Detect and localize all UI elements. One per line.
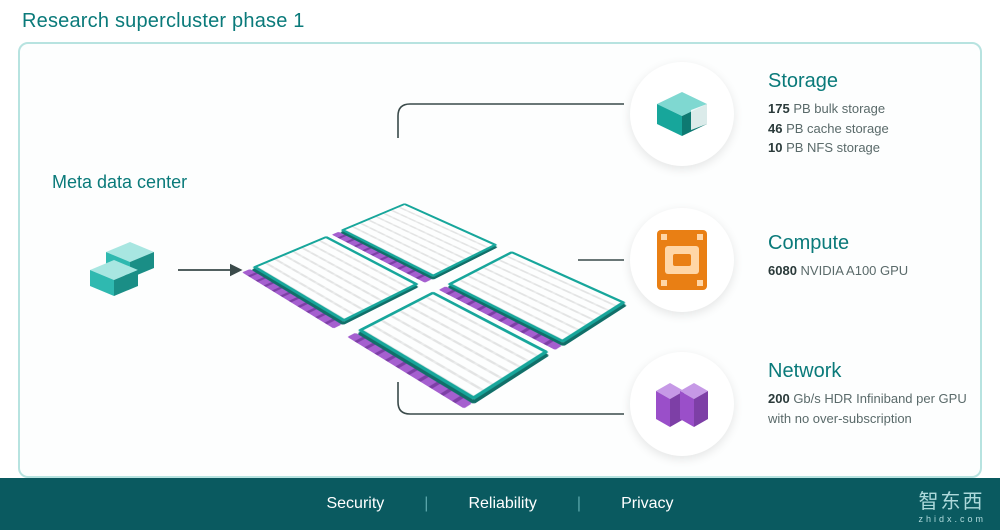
network-heading: Network — [768, 360, 978, 383]
page-title: Research supercluster phase 1 — [22, 10, 305, 33]
footer-bar: Security | Reliability | Privacy 智东西 zhi… — [0, 478, 1000, 530]
footer-sep: | — [577, 495, 581, 513]
server-cluster-icon — [260, 175, 620, 435]
compute-line-0: 6080 NVIDIA A100 GPU — [768, 261, 978, 281]
network-line-0: 200 Gb/s HDR Infiniband per GPU with no … — [768, 389, 978, 428]
datacenter-icon — [78, 236, 168, 296]
watermark: 智东西 zhidx.com — [918, 485, 986, 524]
compute-heading: Compute — [768, 232, 978, 255]
subtitle-datacenter: Meta data center — [52, 172, 187, 193]
footer-sep: | — [424, 495, 428, 513]
compute-icon — [630, 208, 734, 312]
storage-line-1: 46 PB cache storage — [768, 119, 968, 139]
network-icon — [630, 352, 734, 456]
storage-heading: Storage — [768, 70, 968, 93]
footer-item-security: Security — [326, 495, 384, 513]
network-spec: Network 200 Gb/s HDR Infiniband per GPU … — [768, 360, 978, 428]
storage-line-2: 10 PB NFS storage — [768, 138, 968, 158]
compute-spec: Compute 6080 NVIDIA A100 GPU — [768, 232, 978, 281]
storage-line-0: 175 PB bulk storage — [768, 99, 968, 119]
storage-spec: Storage 175 PB bulk storage 46 PB cache … — [768, 70, 968, 158]
storage-icon — [630, 62, 734, 166]
footer-item-privacy: Privacy — [621, 495, 673, 513]
footer-item-reliability: Reliability — [468, 495, 536, 513]
